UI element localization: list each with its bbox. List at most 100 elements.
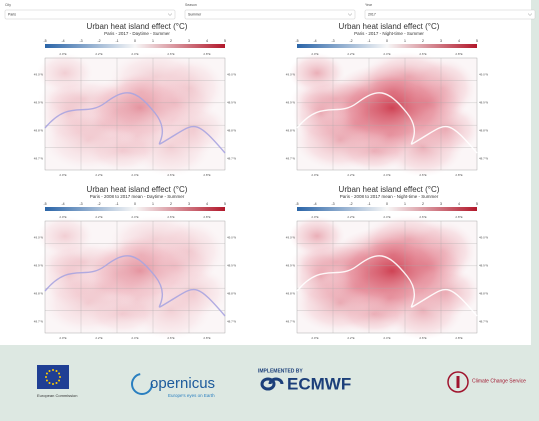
dropdown[interactable] bbox=[364, 9, 536, 20]
colorbar bbox=[45, 207, 225, 211]
colorbar-tick-label: 3 bbox=[188, 39, 190, 43]
lat-label: 48.9°N bbox=[227, 264, 236, 268]
lon-label: 2.8°E bbox=[203, 215, 210, 219]
lon-label: 2.8°E bbox=[203, 173, 210, 177]
lat-label: 48.9°N bbox=[34, 101, 43, 105]
lat-label: 48.9°N bbox=[227, 101, 236, 105]
lat-label: 48.7°N bbox=[34, 157, 43, 161]
lon-label: 2.0°E bbox=[311, 52, 318, 56]
river bbox=[44, 255, 226, 317]
colorbar-tick-label: 3 bbox=[188, 202, 190, 206]
heat-core bbox=[322, 63, 462, 153]
dropdown-arrow bbox=[527, 13, 533, 16]
colorbar-tick-label: 5 bbox=[476, 39, 478, 43]
eu-flag bbox=[37, 365, 69, 389]
colorbar-tick-label: -2 bbox=[97, 39, 100, 43]
eu-star bbox=[52, 383, 54, 385]
lat-label: 48.8°N bbox=[227, 292, 236, 296]
colorbar-tick-label: 4 bbox=[458, 39, 460, 43]
dropdown-value: Summer bbox=[188, 12, 202, 16]
lon-label: 2.4°E bbox=[383, 173, 390, 177]
lat-label: 49.0°N bbox=[34, 73, 43, 77]
lat-label: 48.7°N bbox=[479, 157, 488, 161]
lon-label: 2.4°E bbox=[131, 52, 138, 56]
lat-label: 48.8°N bbox=[479, 292, 488, 296]
dropdown-arrow bbox=[167, 13, 173, 16]
eu-star bbox=[45, 379, 48, 382]
lon-label: 2.6°E bbox=[167, 52, 174, 56]
lon-label: 2.4°E bbox=[383, 215, 390, 219]
colorbar bbox=[297, 44, 477, 48]
colorbar-tick-label: 5 bbox=[224, 39, 226, 43]
colorbar-tick-label: -1 bbox=[115, 39, 118, 43]
dropdown[interactable] bbox=[184, 9, 356, 20]
lon-label: 2.0°E bbox=[59, 336, 66, 340]
colorbar bbox=[297, 207, 477, 211]
copernicus-tagline: Europe's eyes on Earth bbox=[168, 393, 215, 398]
eu-label: European Commission bbox=[37, 393, 77, 398]
colorbar-tick-label: -2 bbox=[349, 39, 352, 43]
lon-label: 2.4°E bbox=[131, 336, 138, 340]
lon-label: 2.6°E bbox=[419, 52, 426, 56]
lat-label: 48.9°N bbox=[286, 101, 295, 105]
lon-label: 2.8°E bbox=[455, 336, 462, 340]
lat-label: 48.8°N bbox=[286, 292, 295, 296]
colorbar-tick-label: 2 bbox=[422, 39, 424, 43]
colorbar-tick-label: 1 bbox=[404, 39, 406, 43]
lon-label: 2.6°E bbox=[167, 215, 174, 219]
colorbar-tick-label: 1 bbox=[152, 39, 154, 43]
lon-label: 2.0°E bbox=[311, 173, 318, 177]
lon-label: 2.4°E bbox=[383, 52, 390, 56]
colorbar-tick-label: -2 bbox=[349, 202, 352, 206]
dropdown[interactable] bbox=[4, 9, 176, 20]
colorbar-tick-label: -3 bbox=[79, 39, 82, 43]
lon-label: 2.0°E bbox=[59, 52, 66, 56]
lon-label: 2.2°E bbox=[347, 52, 354, 56]
lon-label: 2.2°E bbox=[347, 215, 354, 219]
panel-subtitle: Paris - 2008 to 2017 mean - Night-time -… bbox=[340, 194, 439, 199]
control-label: Season bbox=[185, 3, 197, 7]
copernicus-logo: opernicus bbox=[150, 375, 215, 392]
colorbar-tick-label: -5 bbox=[43, 39, 46, 43]
control-label: City bbox=[5, 3, 11, 7]
lat-label: 48.8°N bbox=[34, 292, 43, 296]
lon-label: 2.8°E bbox=[455, 52, 462, 56]
ecmwf-mark bbox=[260, 377, 284, 391]
implemented-by: IMPLEMENTED BY bbox=[258, 368, 303, 374]
colorbar-tick-label: 4 bbox=[206, 39, 208, 43]
panel-title: Urban heat island effect (°C) bbox=[87, 185, 188, 194]
lon-label: 2.6°E bbox=[419, 215, 426, 219]
lat-label: 49.0°N bbox=[479, 73, 488, 77]
colorbar-tick-label: 1 bbox=[152, 202, 154, 206]
eu-star bbox=[48, 382, 51, 385]
lat-label: 49.0°N bbox=[286, 73, 295, 77]
colorbar-tick-label: 0 bbox=[386, 39, 388, 43]
colorbar-tick-label: 5 bbox=[224, 202, 226, 206]
panel-subtitle: Paris - 2017 - Night-time - Summer bbox=[354, 31, 424, 36]
eu-star bbox=[52, 369, 54, 371]
lon-label: 2.2°E bbox=[95, 215, 102, 219]
colorbar-tick-label: 3 bbox=[440, 39, 442, 43]
panel-title: Urban heat island effect (°C) bbox=[339, 22, 440, 31]
lon-label: 2.8°E bbox=[203, 336, 210, 340]
colorbar-tick-label: -3 bbox=[331, 39, 334, 43]
colorbar-tick-label: -4 bbox=[61, 202, 64, 206]
heat-core bbox=[322, 226, 462, 316]
lat-label: 48.7°N bbox=[479, 320, 488, 324]
lon-label: 2.4°E bbox=[131, 173, 138, 177]
colorbar-tick-label: -5 bbox=[295, 202, 298, 206]
colorbar-tick-label: 2 bbox=[170, 202, 172, 206]
lat-label: 48.8°N bbox=[286, 129, 295, 133]
colorbar-tick-label: -1 bbox=[367, 39, 370, 43]
river bbox=[296, 255, 478, 317]
heat-core bbox=[85, 73, 195, 143]
lon-label: 2.8°E bbox=[455, 215, 462, 219]
lat-label: 48.7°N bbox=[286, 320, 295, 324]
c3s-bar bbox=[456, 376, 460, 388]
colorbar-tick-label: -4 bbox=[61, 39, 64, 43]
copernicus-ring bbox=[131, 373, 153, 395]
lat-label: 49.0°N bbox=[227, 236, 236, 240]
lon-label: 2.2°E bbox=[347, 336, 354, 340]
colorbar-tick-label: 5 bbox=[476, 202, 478, 206]
eu-star bbox=[58, 372, 61, 375]
